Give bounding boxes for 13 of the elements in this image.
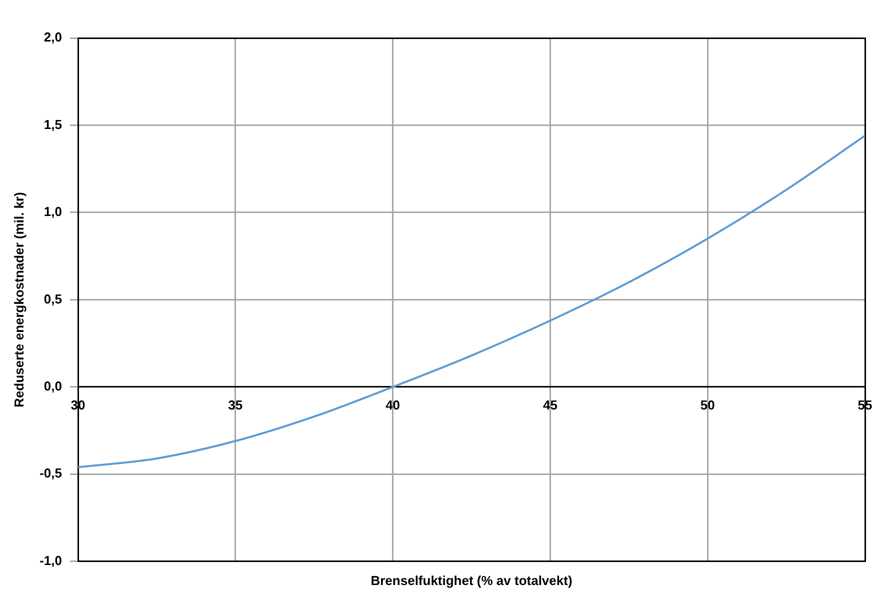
y-tick-label: 1,5 (44, 116, 62, 132)
x-tick-label: 50 (700, 397, 715, 412)
x-tick-label: 40 (386, 397, 400, 412)
y-tick-label: 2,0 (44, 30, 62, 45)
y-tick-label: -0,5 (40, 466, 62, 481)
y-tick-label: 1,0 (44, 204, 62, 220)
y-tick-label: 0,0 (44, 378, 62, 394)
y-tick-label: 0,5 (44, 291, 62, 306)
x-tick-label: 45 (542, 397, 558, 412)
x-axis-title: Brenselfuktighet (% av totalvekt) (370, 572, 572, 588)
x-tick-label: 35 (228, 397, 243, 412)
y-axis-title: Reduserte energkostnader (mil. kr) (11, 192, 26, 408)
y-tick-label: -1,0 (40, 552, 62, 568)
